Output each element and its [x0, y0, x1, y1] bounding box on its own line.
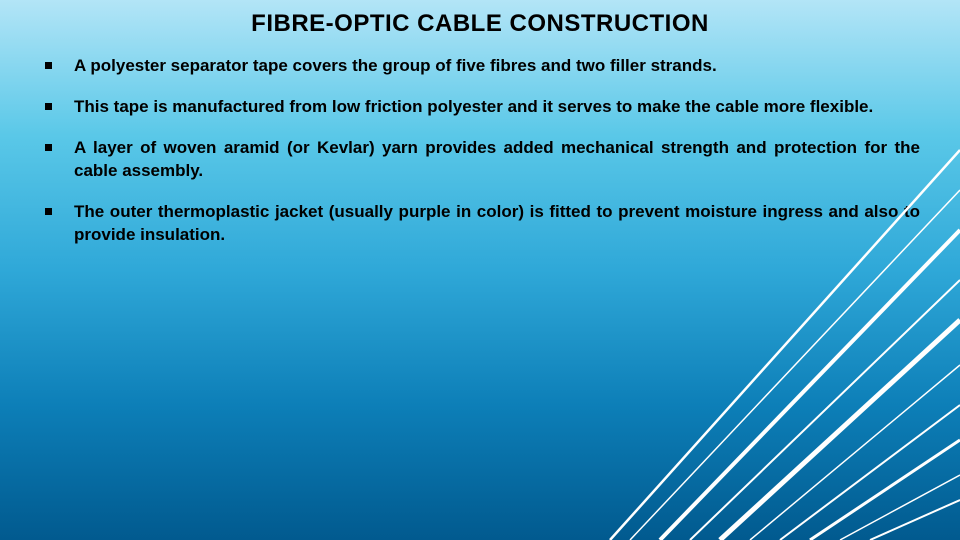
- list-item: The outer thermoplastic jacket (usually …: [45, 201, 920, 247]
- bullet-text: A polyester separator tape covers the gr…: [74, 55, 717, 78]
- list-item: A layer of woven aramid (or Kevlar) yarn…: [45, 137, 920, 183]
- bullet-icon: [45, 144, 52, 151]
- bullet-text: A layer of woven aramid (or Kevlar) yarn…: [74, 137, 920, 183]
- bullet-icon: [45, 103, 52, 110]
- bullet-icon: [45, 62, 52, 69]
- bullet-text: The outer thermoplastic jacket (usually …: [74, 201, 920, 247]
- slide-title: FIBRE-OPTIC CABLE CONSTRUCTION: [0, 10, 960, 38]
- list-item: A polyester separator tape covers the gr…: [45, 55, 920, 78]
- bullet-icon: [45, 208, 52, 215]
- bullet-list: A polyester separator tape covers the gr…: [45, 55, 920, 265]
- bullet-text: This tape is manufactured from low frict…: [74, 96, 873, 119]
- slide: FIBRE-OPTIC CABLE CONSTRUCTION A polyest…: [0, 0, 960, 540]
- list-item: This tape is manufactured from low frict…: [45, 96, 920, 119]
